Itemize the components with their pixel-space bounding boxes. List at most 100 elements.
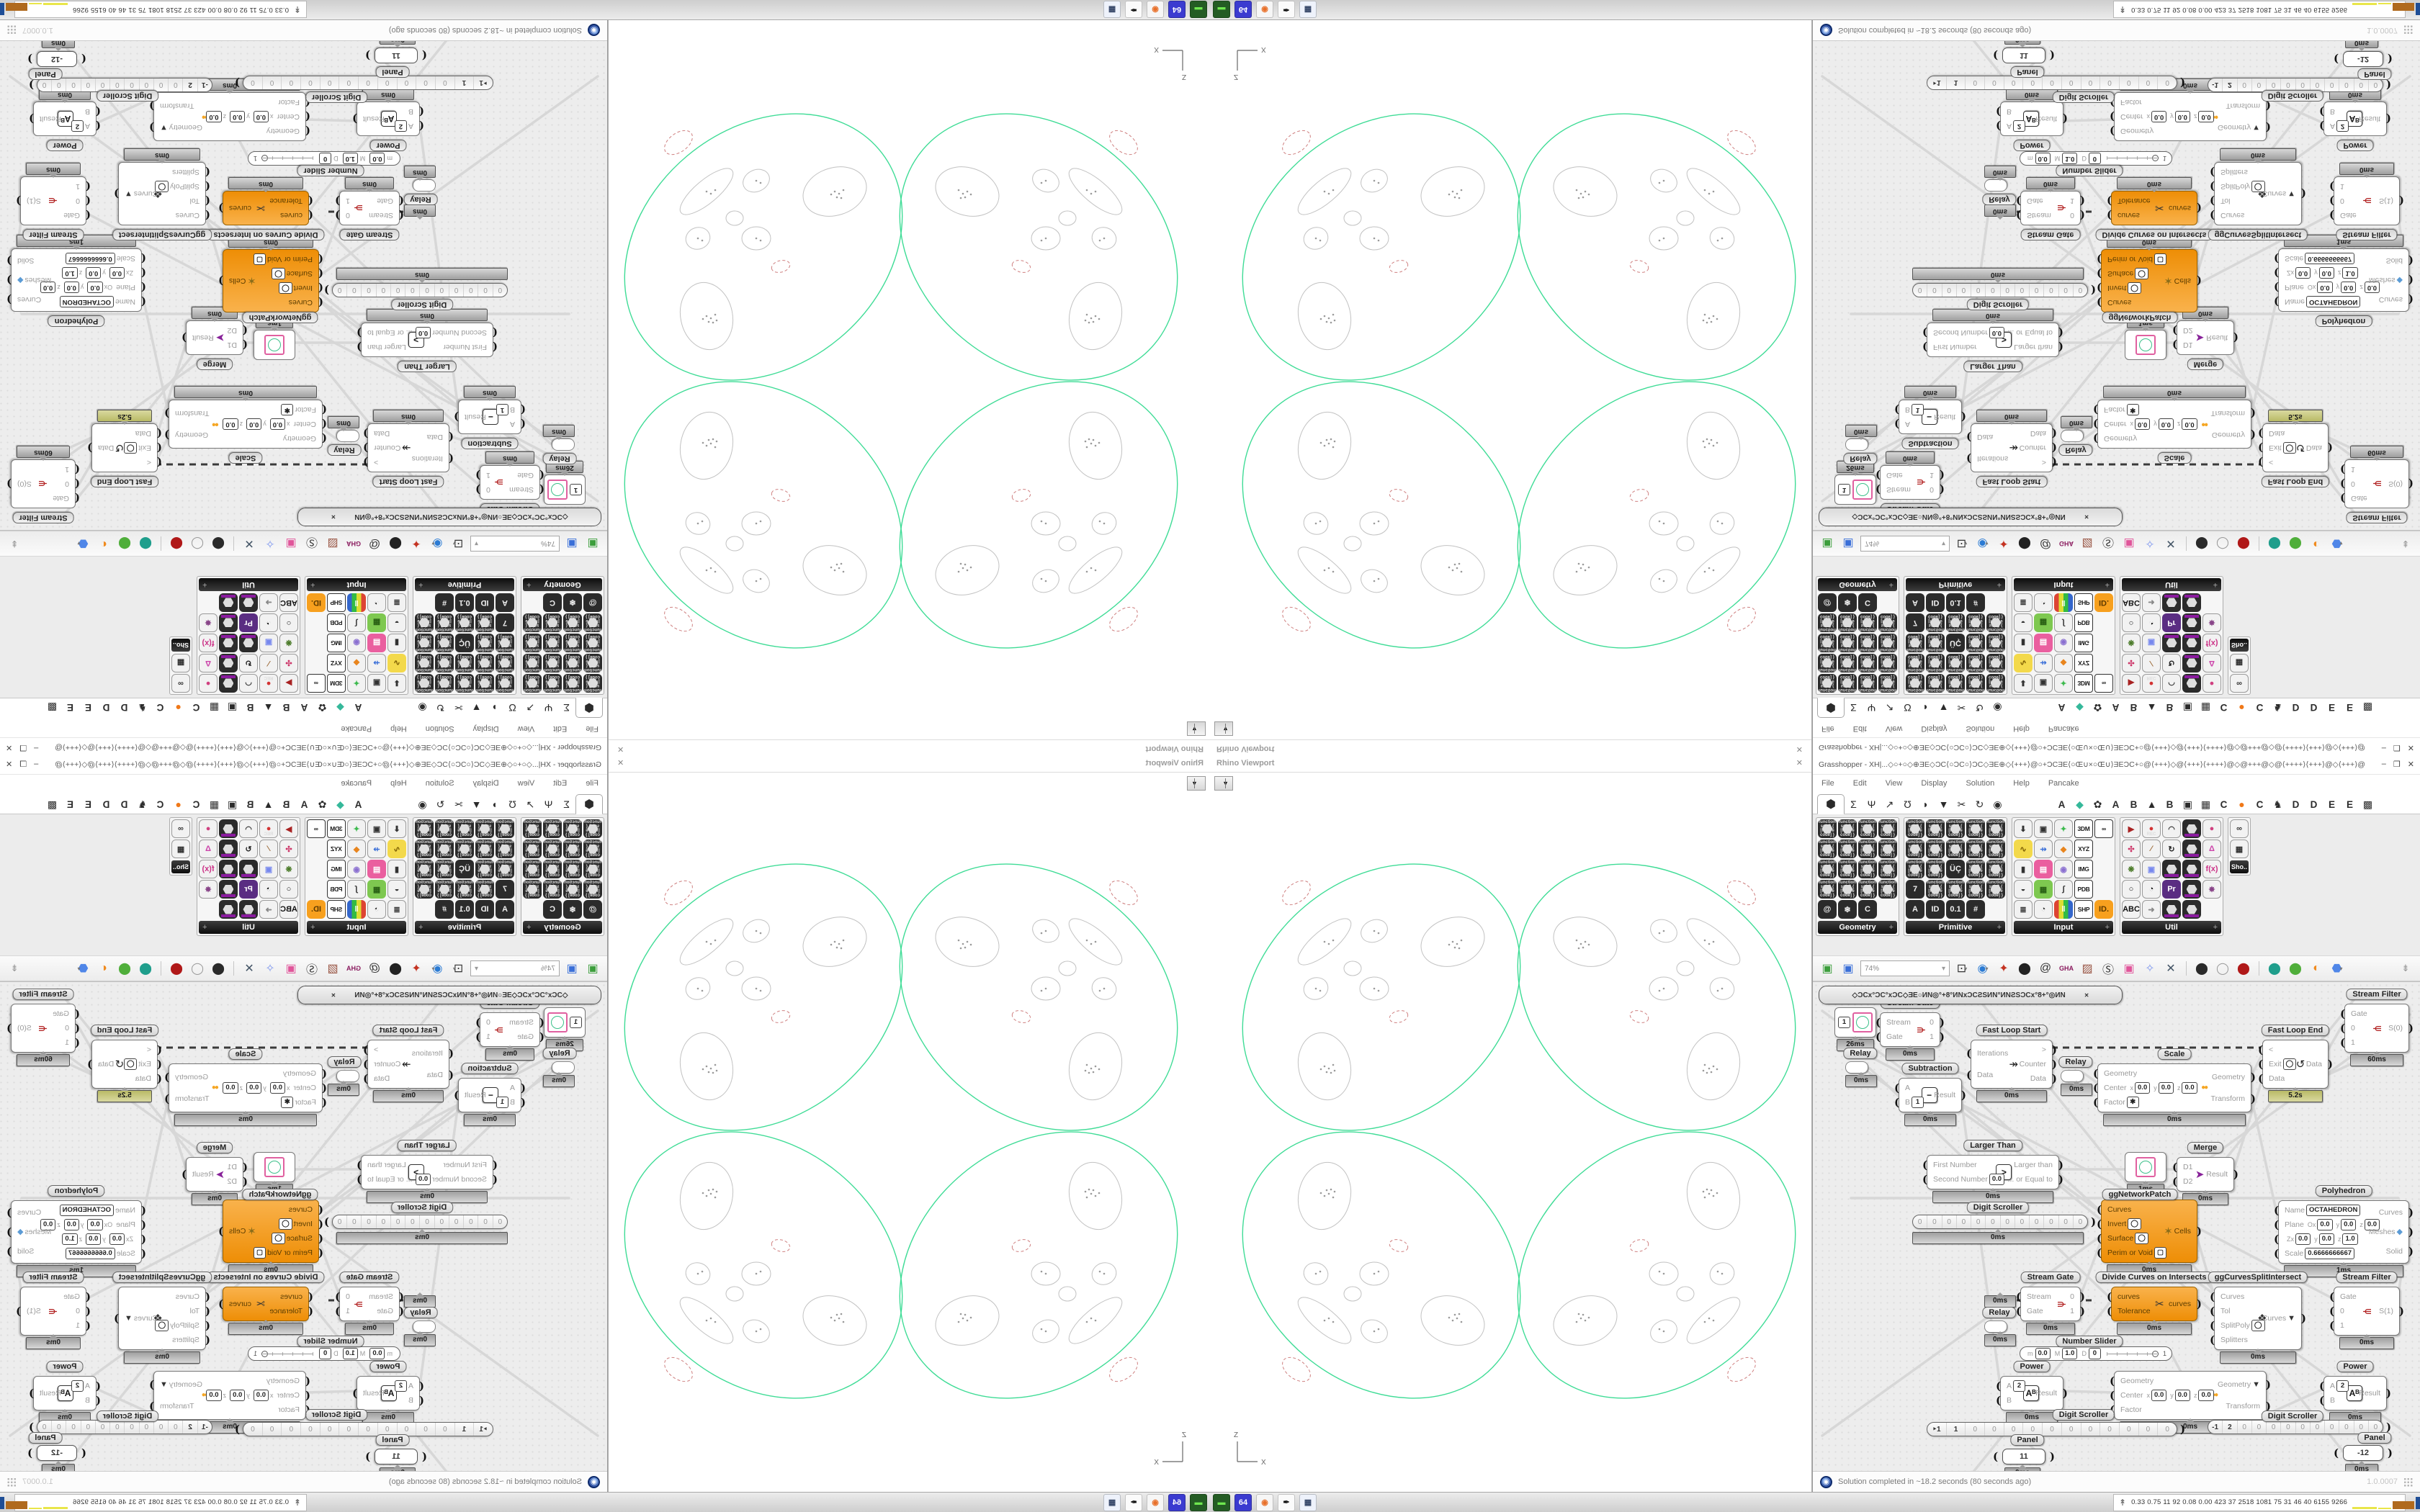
palette-group-label[interactable]: Input + [2014,578,2113,591]
palette-component-icon[interactable]: function sub() { [native code] } [1878,654,1897,672]
palette-component-icon[interactable]: function sub() { [native code] } [1818,634,1837,652]
palette-component-icon[interactable]: ✸ [199,613,218,632]
palette-component-icon[interactable]: ↻ [2162,654,2181,672]
gh-panel[interactable]: -12 [2343,51,2383,67]
menu-item-help[interactable]: Help [390,779,407,788]
remote-icon[interactable]: @ [2039,962,2052,974]
component-body[interactable]: NameOCTAHEDRONPlaneOx0.0y0.0z0.0Zx0.0y0.… [2278,248,2409,312]
component-name-tag[interactable]: ggCurvesSplitIntersect [112,1272,212,1283]
floppy-64-icon[interactable]: 64 [1168,1,1186,19]
palette-component-icon[interactable]: function sub() { [native code] } [1878,674,1897,693]
value-chip[interactable]: 1 [1912,404,1924,415]
component-name-tag[interactable]: Stream Gate [2020,1272,2081,1283]
group-green-icon[interactable]: ⬤ [118,537,131,549]
palette-component-icon[interactable]: function sub() { [native code] } [1858,674,1877,693]
tab-plugin[interactable]: A [2112,798,2120,810]
component-name-tag[interactable]: Fast Loop Start [372,1025,444,1036]
value-chip[interactable]: ◯ [2282,1058,2297,1070]
palette-component-icon[interactable]: ◠ [2162,819,2181,838]
jar-icon[interactable]: ⬤ [389,963,402,975]
relay-node[interactable] [1984,179,2007,192]
tab-transform[interactable]: ↻ [436,702,445,714]
component-body[interactable]: NameOCTAHEDRONPlaneOx0.0y0.0z0.0Zx0.0y0.… [11,1200,142,1264]
menu-item-pancake[interactable]: Pancake [2048,724,2079,733]
palette-component-icon[interactable]: function sub() { [native code] } [1906,674,1924,693]
tab-plugin[interactable]: ✿ [318,798,327,810]
palette-component-icon[interactable]: ‖ [2054,593,2073,612]
digit-cell[interactable]: 0 [2080,1423,2100,1436]
green-ellipse-curve[interactable] [846,1077,1210,1454]
palette-component-icon[interactable]: Δ [2202,654,2221,672]
package-icon[interactable]: ▣ [2123,963,2135,975]
panel-close-icon[interactable]: ✕ [331,513,336,521]
component-body[interactable]: 1 [1834,474,1876,505]
palette-component-icon[interactable]: function sub() { [native code] } [1906,654,1924,672]
value-chip[interactable]: 0.0 [415,1174,431,1185]
palette-component-icon[interactable]: # [435,593,454,612]
digit-cell[interactable]: 0 [2266,1421,2280,1434]
palette-component-icon[interactable]: ▮ [387,634,406,652]
palette-component-icon[interactable]: function sub() { [native code] } [523,880,542,899]
palette-component-icon[interactable]: ✦ [347,674,366,693]
zoom-extents-icon[interactable]: ⊡ ▾ [452,537,464,549]
group-teal-icon[interactable]: ⬤ [2268,963,2281,975]
palette-component-icon[interactable]: function sub() { [native code] } [1878,819,1897,838]
palette-component-icon[interactable]: Δ [199,654,218,672]
value-chip[interactable]: ▢ [253,253,266,265]
value-chip[interactable]: 0.0 [230,111,246,122]
gh-component-ggcurvessplitintersect[interactable]: ggCurvesSplitIntersectCurvesTolSplitPoly… [112,1272,212,1364]
palette-component-icon[interactable]: ⬇ [387,674,406,693]
value-chip[interactable]: 0.0 [269,1082,285,1094]
digit-cell[interactable]: 0 [2043,1215,2058,1228]
palette-group-label[interactable]: Geometry + [1818,578,1897,591]
digit-cell[interactable]: 0 [1984,76,2004,89]
chevron-down-icon[interactable]: ▾ [1964,540,1968,547]
tab-plugin[interactable]: C [156,798,164,810]
digit-cell[interactable]: 0 [333,1215,348,1228]
digit-cell[interactable]: 0 [1971,1215,1985,1228]
tab-vector[interactable]: ↗ [1885,702,1894,714]
tab-plugin[interactable]: ♞ [2273,798,2282,810]
relay-node[interactable] [1984,1320,2007,1333]
wires-icon[interactable]: ✕ [244,537,254,549]
preview-off-icon[interactable]: ⬤ [212,537,225,549]
green-ellipse-curve[interactable] [608,59,956,436]
gh-component-fast-loop-start[interactable]: Fast Loop StartIterationsData↠>CounterDa… [1971,410,2053,487]
palette-group-label[interactable]: Primitive + [415,578,514,591]
gh-component-power[interactable]: PowerA2BAᴮResult0ms [2323,88,2387,151]
gh-component-unnamed[interactable]: CurvesInvert◯Surface◯Perim or Void▢✶Cell… [223,1200,319,1277]
minimize-button[interactable]: – [34,760,39,768]
firefox-icon[interactable]: ◉ [1147,1493,1164,1511]
tab-plugin[interactable]: ▩ [47,702,58,714]
slider-bound-chip[interactable]: 0.0 [2035,153,2051,164]
preview-shaded-icon[interactable]: ⬤ [2237,537,2250,549]
palette-component-icon[interactable]: function sub() { [native code] } [1946,613,1965,632]
menu-item-solution[interactable]: Solution [425,779,454,788]
palette-component-icon[interactable]: ◠ [239,674,258,693]
palette-component-icon[interactable]: function sub() { [native code] } [1838,819,1857,838]
value-chip[interactable]: 1.0 [62,1233,78,1245]
zoom-extents-icon[interactable]: ⊡ ▾ [452,963,464,975]
palette-component-icon[interactable]: ▣ [367,819,386,838]
sketch-icon[interactable]: ▨ [2081,537,2093,549]
gh-component-stream-gate[interactable]: Stream GateStreamGate⋔010ms [480,451,540,515]
component-body[interactable]: IterationsData↠>CounterData [367,423,449,472]
digit-cell[interactable]: 0 [2339,78,2354,91]
panel-close-icon[interactable]: ✕ [2084,991,2089,999]
value-chip[interactable]: 0.0 [206,1390,222,1401]
digit-cell[interactable]: 0 [2324,78,2339,91]
palette-component-icon[interactable]: function sub() { [native code] } [1818,613,1837,632]
component-body[interactable]: CurvesInvert◯Surface◯Perim or Void▢✶Cell… [223,1200,319,1263]
palette-component-icon[interactable]: function sub() { [native code] } [1878,860,1897,878]
relay-node[interactable] [2061,1070,2084,1082]
palette-component-icon[interactable]: function sub() { [native code] } [435,840,454,858]
digit-cell[interactable]: 0 [66,1421,81,1434]
group-green-icon[interactable]: ⬤ [2289,963,2302,975]
slider-bound-chip[interactable]: 0.0 [2035,1348,2051,1359]
gh-component-ggcurvessplitintersect[interactable]: ggCurvesSplitIntersectCurvesTolSplitPoly… [2208,148,2308,240]
tab-plugin[interactable]: D [102,798,110,810]
tab-transform[interactable]: ↻ [1975,702,1984,714]
palette-component-icon[interactable]: function sub() { [native code] } [1838,654,1857,672]
slider-knob[interactable] [2151,1350,2159,1357]
